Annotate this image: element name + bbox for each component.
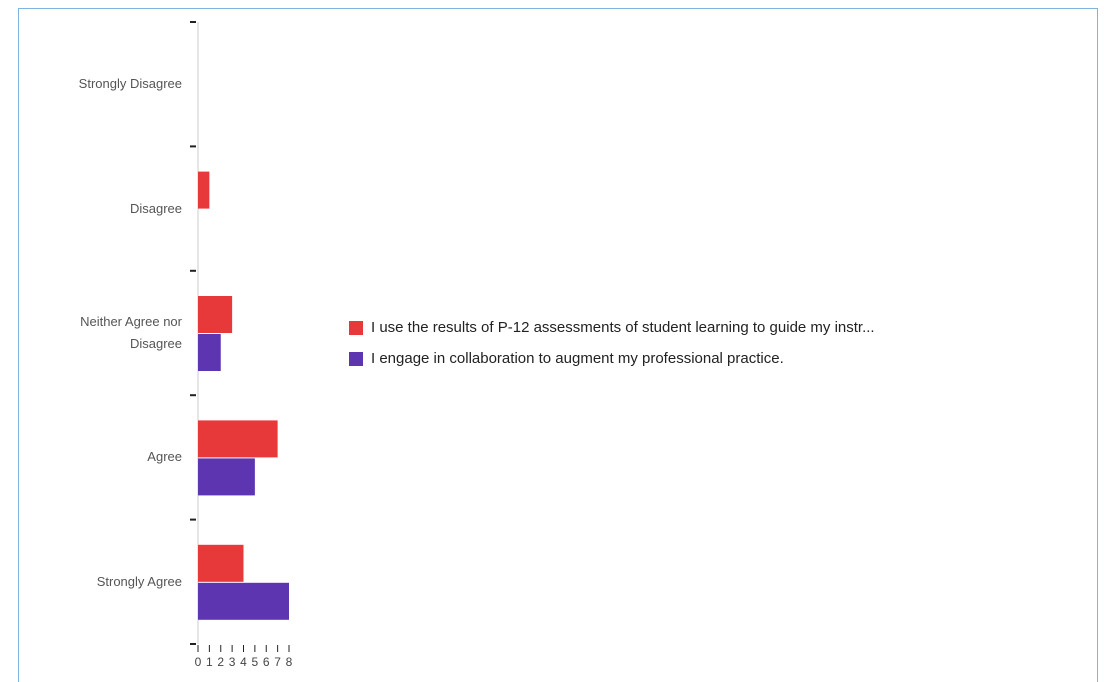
legend-swatch xyxy=(349,352,363,366)
bar xyxy=(198,334,221,371)
x-tick-label: 3 xyxy=(229,655,236,669)
x-tick-label: 1 xyxy=(206,655,213,669)
y-tick-label: Strongly Disagree xyxy=(78,76,182,92)
legend-swatch xyxy=(349,321,363,335)
bar xyxy=(198,544,244,582)
bar xyxy=(198,582,289,620)
x-tick-label: 6 xyxy=(263,655,270,669)
x-tick-label: 0 xyxy=(195,655,202,669)
y-tick-label: Neither Agree nor Disagree xyxy=(80,314,182,351)
x-tick-label: 5 xyxy=(252,655,259,669)
legend-label: I engage in collaboration to augment my … xyxy=(371,350,784,367)
x-tick-label: 7 xyxy=(274,655,281,669)
bar xyxy=(198,458,255,496)
y-tick-label: Agree xyxy=(147,449,182,465)
y-tick-label: Strongly Agree xyxy=(96,573,182,589)
bar xyxy=(198,420,278,458)
frame xyxy=(18,8,1098,682)
x-tick-label: 4 xyxy=(240,655,247,669)
x-tick-label: 8 xyxy=(286,655,293,669)
bar xyxy=(198,296,233,333)
legend-label: I use the results of P-12 assessments of… xyxy=(371,319,875,336)
y-tick-label: Disagree xyxy=(129,200,182,216)
bar xyxy=(198,171,210,209)
x-tick-label: 2 xyxy=(217,655,224,669)
